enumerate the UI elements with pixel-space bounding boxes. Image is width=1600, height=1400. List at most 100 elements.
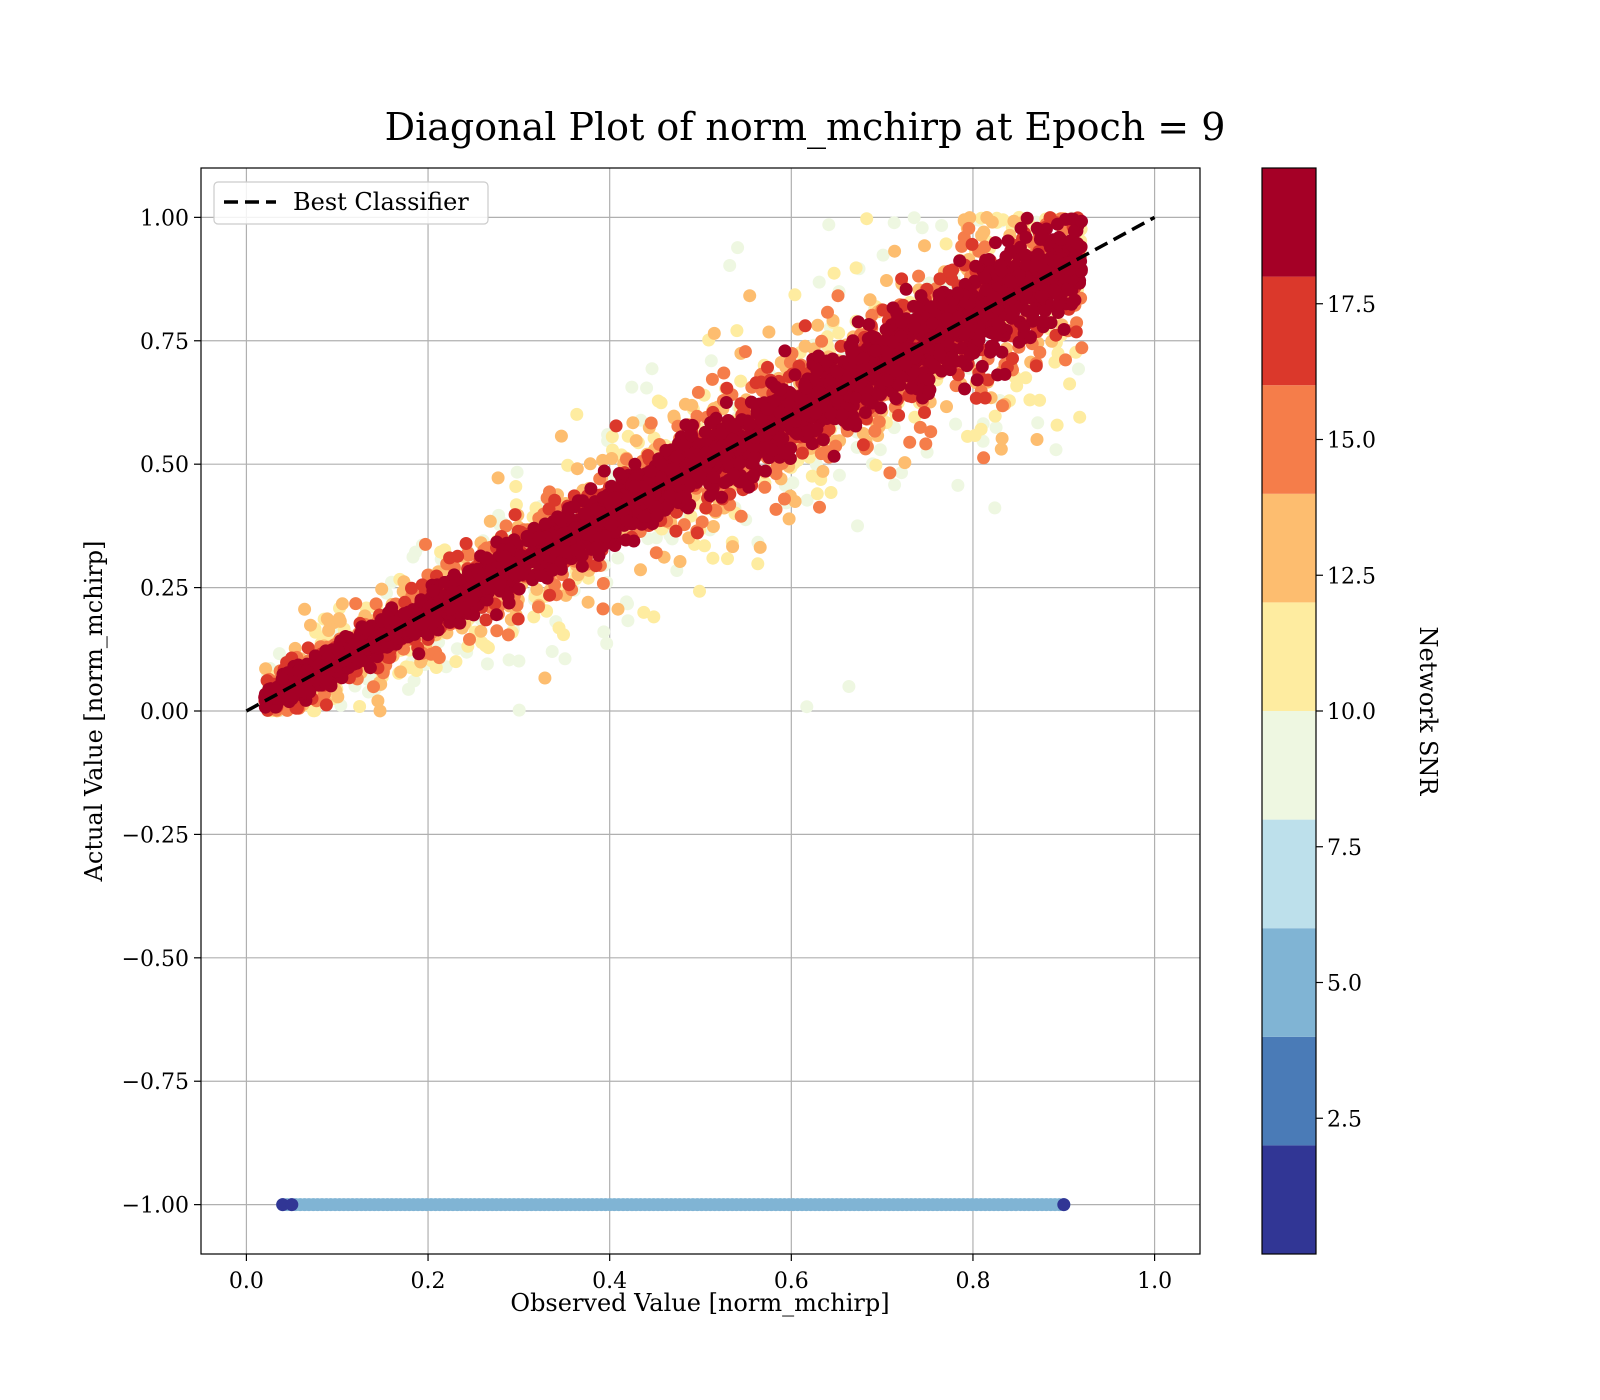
scatter-point (589, 541, 603, 555)
scatter-point (534, 569, 548, 582)
scatter-point (773, 406, 787, 420)
scatter-point (989, 236, 1002, 250)
scatter-point (1049, 443, 1063, 457)
scatter-point (733, 456, 747, 470)
scatter-point (498, 550, 512, 564)
scatter-point (941, 356, 955, 370)
scatter-point (597, 625, 611, 639)
scatter-point (552, 621, 566, 635)
scatter-point (751, 557, 765, 571)
scatter-point (970, 373, 984, 387)
scatter-point (1051, 217, 1064, 231)
scatter-point (761, 360, 774, 374)
grid-lines (201, 168, 1200, 1254)
scatter-point (933, 347, 947, 361)
scatter-point (718, 476, 732, 490)
scatter-point (490, 608, 503, 622)
scatter-point (969, 259, 983, 273)
scatter-point (644, 416, 658, 430)
scatter-point (940, 400, 953, 414)
scatter-point (939, 237, 953, 251)
scatter-point (988, 409, 1002, 423)
scatter-point (538, 517, 552, 531)
scatter-point (444, 602, 458, 616)
scatter-point (589, 559, 603, 573)
scatter-point (1001, 234, 1015, 248)
scatter-point (501, 590, 515, 604)
scatter-point (604, 508, 617, 522)
scatter-point (1033, 393, 1047, 407)
scatter-point (831, 289, 845, 303)
scatter-point (978, 271, 992, 285)
scatter-point (996, 399, 1009, 413)
scatter-point (693, 470, 707, 484)
scatter-point (849, 391, 862, 405)
scatter-point (704, 416, 718, 430)
scatter-point (621, 597, 634, 611)
scatter-point (704, 354, 718, 368)
scatter-point (769, 502, 783, 516)
scatter-point (575, 559, 589, 573)
scatter-point (809, 406, 823, 420)
scatter-point (406, 550, 420, 564)
scatter-point (707, 471, 721, 484)
chart-title: Diagonal Plot of norm_mchirp at Epoch = … (385, 105, 1226, 150)
scatter-point (493, 576, 507, 590)
scatter-point (669, 524, 683, 538)
scatter-point (794, 392, 808, 406)
scatter-point (824, 486, 838, 499)
scatter-point (953, 254, 967, 268)
scatter-point (998, 367, 1012, 381)
scatter-point (918, 239, 931, 253)
scatter-point (673, 555, 687, 568)
scatter-point (1004, 275, 1018, 289)
scatter-point (715, 490, 729, 504)
scatter-point (760, 402, 774, 416)
scatter-point (699, 501, 713, 515)
scatter-point (459, 537, 473, 550)
scatter-point (558, 652, 572, 666)
scatter-point (805, 469, 819, 483)
scatter-point (404, 661, 418, 675)
scatter-point (860, 212, 874, 226)
scatter-point (628, 457, 642, 471)
scatter-point (596, 453, 610, 467)
scatter-point (816, 464, 830, 478)
scatter-point (889, 364, 902, 378)
scatter-point (727, 467, 741, 481)
scatter-point (281, 690, 295, 704)
scatter-point (816, 433, 830, 447)
scatter-point (1035, 229, 1048, 243)
scatter-point (995, 432, 1009, 445)
scatter-point (1012, 335, 1026, 349)
scatter-point (788, 414, 802, 428)
scatter-point (880, 274, 893, 287)
scatter-point (691, 385, 705, 399)
scatter-point (1046, 254, 1060, 268)
scatter-point (926, 316, 939, 330)
scatter-point (899, 282, 913, 296)
scatter-point (849, 261, 863, 275)
scatter-point (527, 610, 541, 624)
scatter-point (1030, 433, 1044, 446)
scatter-point (862, 318, 876, 331)
scatter-point (746, 469, 760, 482)
scatter-point (949, 417, 963, 431)
scatter-point (360, 623, 374, 637)
scatter-point (1017, 321, 1031, 335)
scatter-point (695, 515, 709, 529)
scatter-point (782, 512, 796, 526)
scatter-point (706, 520, 720, 533)
scatter-point (820, 355, 834, 368)
scatter-point (670, 450, 684, 464)
scatter-point (432, 651, 446, 665)
scatter-point (894, 330, 908, 343)
scatter-point (1063, 377, 1077, 391)
scatter-point (858, 406, 872, 419)
scatter-point (774, 355, 788, 369)
scatter-point (483, 514, 497, 528)
scatter-point (788, 368, 802, 382)
scatter-point (915, 221, 929, 235)
scatter-point (575, 549, 589, 563)
scatter-point (907, 211, 921, 225)
